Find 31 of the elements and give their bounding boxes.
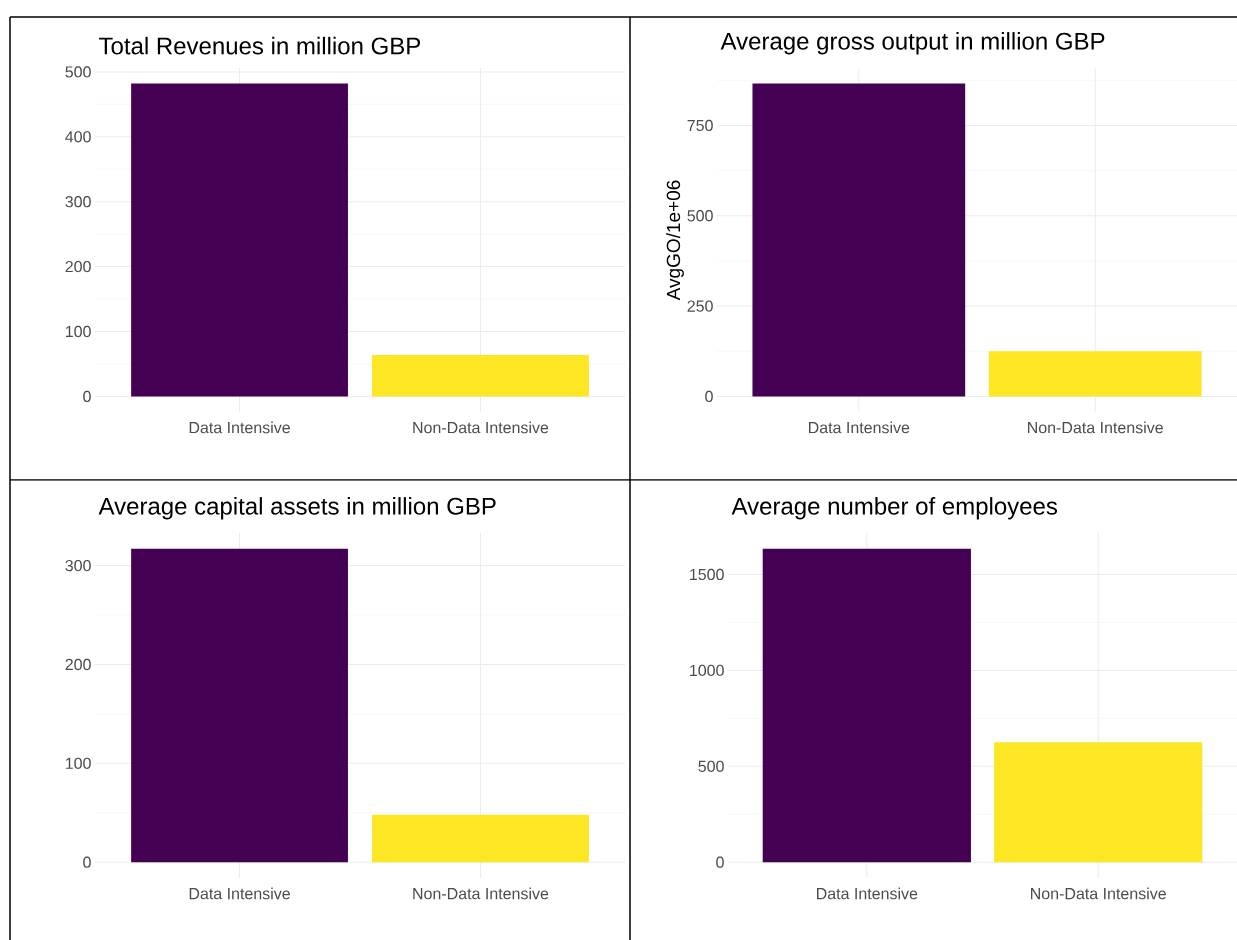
y-tick-label: 300 <box>65 196 91 208</box>
y-tick-label: 0 <box>83 390 91 403</box>
y-tick-label: 200 <box>65 658 91 671</box>
chart-title: Average capital assets in million GBP <box>98 497 496 520</box>
y-tick-label: 1500 <box>690 568 724 581</box>
x-tick-label: Data Intensive <box>809 421 910 434</box>
x-tick-label: Non-Data Intensive <box>413 887 549 900</box>
x-tick-label: Data Intensive <box>817 887 918 900</box>
y-tick-label: 300 <box>65 559 91 572</box>
y-tick-label: 100 <box>66 757 91 769</box>
y-tick-label: 1000 <box>690 664 724 677</box>
x-tick-label: Data Intensive <box>189 887 290 900</box>
y-tick-label: 500 <box>65 66 91 78</box>
y-tick-label: 100 <box>66 325 91 338</box>
chart-title: Average gross output in million GBP <box>720 32 1105 55</box>
y-tick-label: 500 <box>687 210 713 222</box>
chart-title: Average number of employees <box>731 497 1058 520</box>
x-tick-label: Data Intensive <box>189 421 290 434</box>
y-tick-label: 500 <box>698 760 724 772</box>
x-tick-label: Non-Data Intensive <box>413 421 549 434</box>
y-tick-label: 400 <box>65 131 91 143</box>
chart-title: Total Revenues in million GBP <box>99 36 421 55</box>
y-tick-label: 0 <box>716 856 724 868</box>
y-tick-label: 250 <box>687 300 713 312</box>
y-tick-label: 200 <box>65 260 91 273</box>
y-axis-title: AvgGO/1e+06 <box>666 180 684 301</box>
x-tick-label: Non-Data Intensive <box>1028 421 1163 434</box>
x-tick-label: Non-Data Intensive <box>1031 887 1166 900</box>
y-tick-label: 750 <box>687 119 713 132</box>
y-tick-label: 0 <box>83 856 91 868</box>
y-tick-label: 0 <box>705 390 713 403</box>
